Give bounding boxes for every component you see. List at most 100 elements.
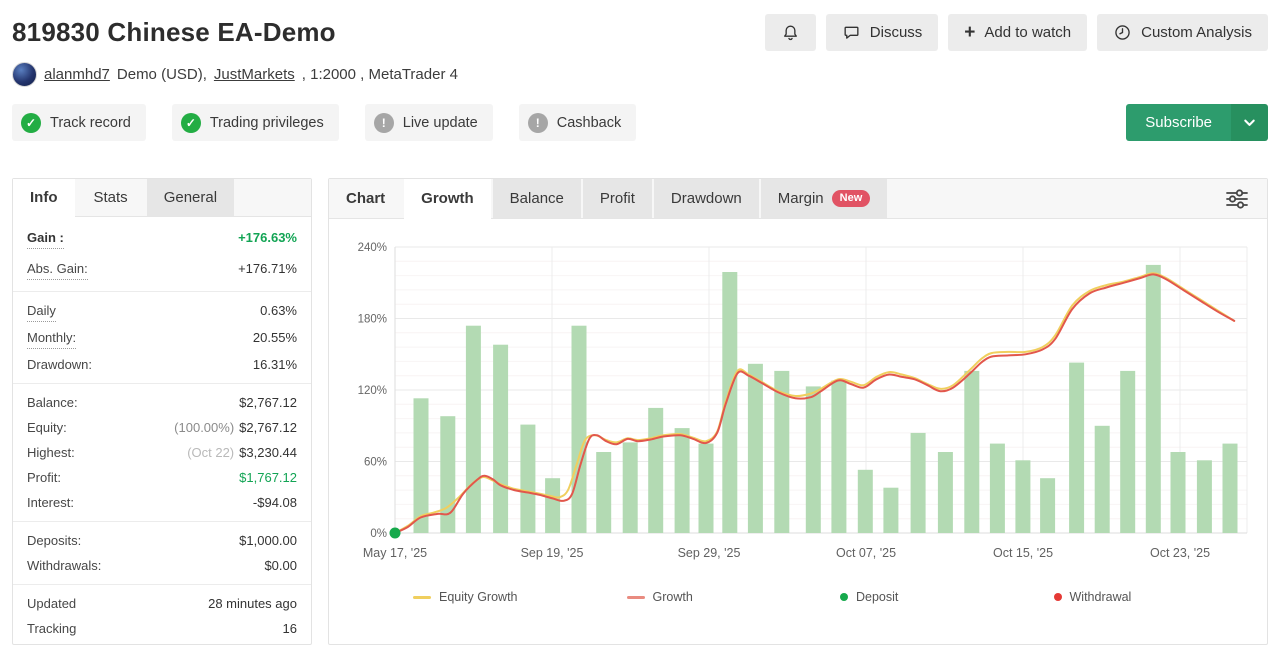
tab-label: Profit	[599, 190, 635, 207]
tab-label: Growth	[421, 190, 474, 207]
legend-label: Withdrawal	[1069, 590, 1132, 604]
svg-text:Sep 19, '25: Sep 19, '25	[521, 546, 584, 560]
legend-label: Growth	[652, 590, 693, 604]
badge-trading-privileges[interactable]: ✓ Trading privileges	[171, 104, 339, 141]
stat-group: Balance: $2,767.12 Equity: (100.00%) $2,767.…	[13, 384, 311, 521]
badge-label: Track record	[50, 114, 131, 131]
stat-value-group: 0.63%	[260, 301, 297, 320]
growth-chart[interactable]: 0% 60% 120% 180% 240% May 17, '25 Sep 19, '25 S…	[335, 233, 1259, 573]
tab-info[interactable]: Info	[13, 179, 75, 216]
stat-label: Balance:	[27, 395, 78, 410]
divider	[13, 383, 311, 384]
legend-item-withdrawal[interactable]: Withdrawal	[1053, 590, 1268, 604]
stat-row-tracking: Tracking 16	[13, 616, 311, 641]
divider	[13, 521, 311, 522]
stat-label: Highest:	[27, 445, 75, 460]
badge-row: ✓ Track record ✓ Trading privileges! Live up…	[12, 104, 1268, 141]
stat-label: Interest:	[27, 495, 74, 510]
stat-value-group: -$94.08	[253, 493, 297, 512]
stat-value: -$94.08	[252, 495, 297, 510]
stat-row-abs-gain: Abs. Gain: +176.71%	[13, 254, 311, 285]
legend-label: Equity Growth	[439, 590, 518, 604]
username-link[interactable]: alanmhd7	[44, 65, 110, 83]
badge-label: Live update	[402, 114, 478, 131]
legend-item-equity-growth[interactable]: Equity Growth	[413, 590, 627, 604]
chart-panel-tabbar: Chart Growth Balance Profit Drawdown Margin Ne…	[329, 179, 1267, 219]
chart-legend: Equity Growth Growth Deposit Withdrawal	[329, 578, 1267, 604]
discuss-label: Discuss	[869, 23, 923, 41]
tab-label: Drawdown	[670, 190, 742, 207]
stat-value: +176.71%	[238, 261, 297, 276]
badge-label: Cashback	[556, 114, 622, 131]
add-to-watch-button[interactable]: + Add to watch	[948, 13, 1088, 51]
chart-tab-chart: Chart	[329, 179, 402, 218]
exclamation-icon: !	[527, 112, 548, 133]
broker-link[interactable]: JustMarkets	[213, 65, 295, 83]
chart-settings-icon[interactable]	[1221, 185, 1253, 213]
svg-text:120%: 120%	[358, 385, 387, 397]
legend-item-growth[interactable]: Growth	[626, 590, 841, 604]
stat-value: 0.63%	[260, 303, 297, 318]
stat-group: Daily 0.63% Monthly: 20.55% Drawdown: 16.31%	[13, 292, 311, 383]
badge-live-update[interactable]: ! Live update	[364, 104, 493, 141]
stat-row-gain: Gain : +176.63%	[13, 223, 311, 254]
discuss-button[interactable]: Discuss	[825, 13, 939, 51]
stat-value-group: 28 minutes ago	[208, 594, 297, 613]
stat-value-group: +176.63%	[238, 228, 297, 247]
stat-row-equity: Equity: (100.00%) $2,767.12	[13, 415, 311, 440]
line-swatch-growth	[626, 595, 645, 599]
custom-analysis-button[interactable]: Custom Analysis	[1097, 13, 1268, 51]
stat-value-group: (100.00%) $2,767.12	[174, 418, 297, 437]
avatar[interactable]	[12, 61, 37, 87]
stat-label: Tracking	[27, 621, 77, 636]
new-badge: New	[831, 190, 871, 207]
chart-tab-drawdown[interactable]: Drawdown	[653, 179, 759, 218]
stat-value: 16	[282, 621, 297, 636]
stat-value-group: +176.71%	[238, 259, 297, 278]
chart-tab-growth[interactable]: Growth	[404, 179, 491, 218]
tab-stats[interactable]: Stats	[77, 179, 145, 216]
chat-icon	[842, 23, 861, 42]
plus-icon: +	[964, 21, 976, 43]
chevron-down-icon[interactable]	[1231, 104, 1268, 141]
stat-value: $3,230.44	[239, 445, 297, 460]
badge-cashback[interactable]: ! Cashback	[518, 104, 637, 141]
chart-tab-profit[interactable]: Profit	[582, 179, 652, 218]
stats-list: Gain : +176.63% Abs. Gain: +176.71% Daily 0.6…	[13, 217, 311, 647]
tab-label: Balance	[509, 190, 564, 207]
subscribe-label: Subscribe	[1126, 104, 1231, 141]
page: 819830 Chinese EA-Demo Discuss	[0, 10, 1280, 645]
page-title: 819830 Chinese EA-Demo	[12, 16, 336, 47]
stat-value-prefix: (100.00%)	[174, 420, 235, 435]
chart-body: 0% 60% 120% 180% 240% May 17, '25 Sep 19, '25 S…	[329, 219, 1267, 578]
account-details: Demo (USD),	[116, 65, 207, 83]
info-panel-tabs: Info Stats General	[13, 179, 311, 217]
divider	[13, 584, 311, 585]
svg-text:Oct 15, '25: Oct 15, '25	[993, 546, 1053, 560]
stat-row-balance: Balance: $2,767.12	[13, 390, 311, 415]
stat-value: $2,767.12	[239, 420, 297, 435]
subscribe-button[interactable]: Subscribe	[1126, 104, 1268, 141]
svg-text:60%: 60%	[364, 457, 387, 469]
stat-label: Updated	[27, 596, 77, 611]
legend-label: Deposit	[856, 590, 899, 604]
badge-track-record[interactable]: ✓ Track record	[12, 104, 146, 141]
chart-tab-margin[interactable]: Margin New	[760, 179, 888, 218]
svg-text:Oct 07, '25: Oct 07, '25	[836, 546, 896, 560]
chart-tab-balance[interactable]: Balance	[492, 179, 581, 218]
account-details-2: , 1:2000 , MetaTrader 4	[301, 65, 458, 83]
stat-value-group: 16	[283, 619, 297, 638]
tab-general[interactable]: General	[146, 179, 235, 216]
chart-panel: Chart Growth Balance Profit Drawdown Margin Ne…	[328, 178, 1268, 645]
svg-text:240%: 240%	[358, 242, 387, 254]
tab-label: Info	[30, 189, 58, 206]
legend-item-deposit[interactable]: Deposit	[840, 590, 1054, 604]
chart-tabs: Chart Growth Balance Profit Drawdown Margin Ne…	[329, 179, 888, 218]
svg-text:May 17, '25: May 17, '25	[363, 546, 427, 560]
divider	[13, 291, 311, 292]
header-actions: Discuss + Add to watch Custom Analysis	[764, 13, 1268, 51]
stat-value-group: 20.55%	[253, 328, 297, 347]
header: 819830 Chinese EA-Demo Discuss	[12, 10, 1268, 54]
tab-label: Stats	[93, 189, 128, 206]
notifications-button[interactable]	[764, 13, 816, 51]
